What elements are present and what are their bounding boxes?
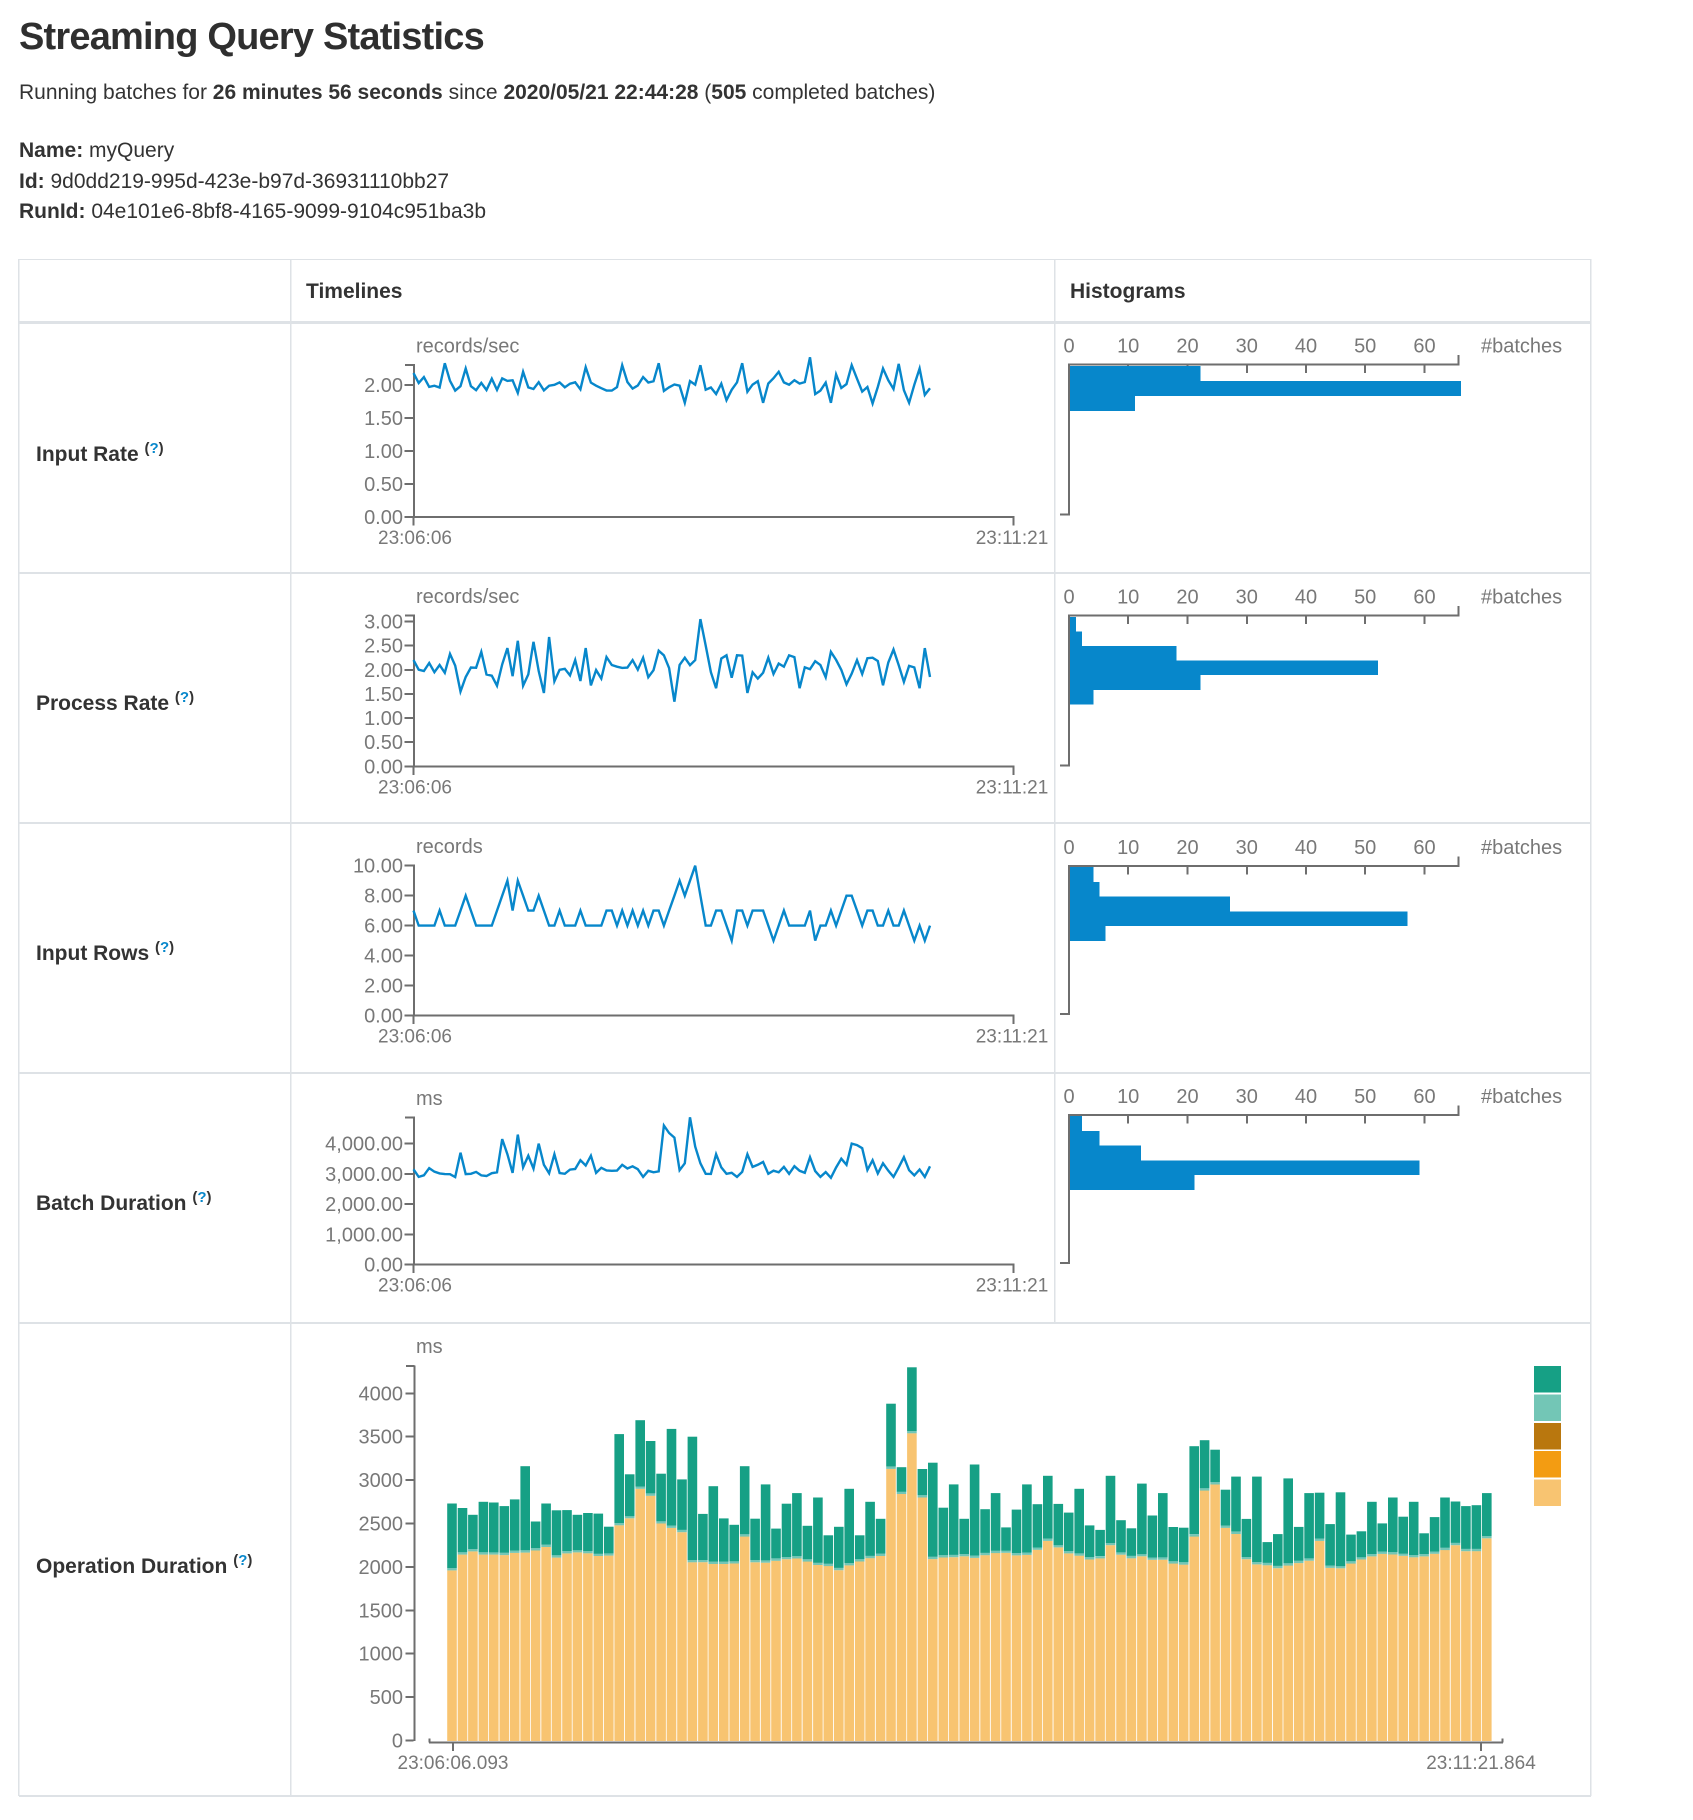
svg-text:4000: 4000 (359, 1383, 404, 1405)
svg-text:0.50: 0.50 (364, 732, 403, 754)
svg-text:2.00: 2.00 (364, 976, 403, 998)
svg-text:30: 30 (1236, 837, 1258, 859)
svg-text:#batches: #batches (1481, 837, 1562, 859)
svg-text:8.00: 8.00 (364, 886, 403, 908)
svg-text:20: 20 (1176, 587, 1198, 609)
svg-text:23:06:06: 23:06:06 (378, 528, 452, 549)
svg-text:0: 0 (1063, 587, 1074, 609)
svg-text:500: 500 (370, 1687, 403, 1709)
svg-text:30: 30 (1236, 587, 1258, 609)
svg-text:23:11:21: 23:11:21 (976, 1027, 1049, 1048)
svg-text:10: 10 (1117, 336, 1139, 358)
svg-text:20: 20 (1176, 1086, 1198, 1108)
svg-text:records/sec: records/sec (416, 586, 519, 608)
svg-text:#batches: #batches (1481, 336, 1562, 358)
svg-text:30: 30 (1236, 1086, 1258, 1108)
svg-text:40: 40 (1295, 1086, 1317, 1108)
svg-text:records: records (416, 836, 483, 858)
svg-text:0.00: 0.00 (364, 1255, 403, 1277)
svg-text:1000: 1000 (359, 1644, 404, 1666)
svg-text:10: 10 (1117, 837, 1139, 859)
svg-text:30: 30 (1236, 336, 1258, 358)
svg-text:3,000.00: 3,000.00 (325, 1164, 403, 1186)
svg-text:10.00: 10.00 (353, 856, 403, 878)
svg-text:4,000.00: 4,000.00 (325, 1134, 403, 1156)
svg-text:records/sec: records/sec (416, 336, 519, 358)
svg-text:20: 20 (1176, 336, 1198, 358)
svg-text:1.50: 1.50 (364, 408, 403, 430)
svg-text:0.00: 0.00 (364, 1006, 403, 1028)
svg-text:50: 50 (1354, 587, 1376, 609)
svg-text:2,000.00: 2,000.00 (325, 1194, 403, 1216)
svg-text:3500: 3500 (359, 1427, 404, 1449)
svg-text:40: 40 (1295, 587, 1317, 609)
svg-text:0.00: 0.00 (364, 507, 403, 529)
svg-text:60: 60 (1413, 1086, 1435, 1108)
svg-text:23:11:21: 23:11:21 (976, 1276, 1049, 1297)
svg-text:#batches: #batches (1481, 587, 1562, 609)
svg-text:ms: ms (416, 1336, 443, 1358)
svg-text:23:11:21.864: 23:11:21.864 (1426, 1753, 1536, 1774)
svg-text:10: 10 (1117, 1086, 1139, 1108)
svg-text:3.00: 3.00 (364, 612, 403, 634)
svg-text:4.00: 4.00 (364, 946, 403, 968)
svg-text:1.00: 1.00 (364, 441, 403, 463)
svg-text:2000: 2000 (359, 1557, 404, 1579)
svg-text:40: 40 (1295, 837, 1317, 859)
svg-text:3000: 3000 (359, 1470, 404, 1492)
svg-text:ms: ms (416, 1088, 443, 1110)
svg-text:2500: 2500 (359, 1514, 404, 1536)
svg-text:0: 0 (392, 1731, 403, 1753)
svg-text:6.00: 6.00 (364, 916, 403, 938)
svg-text:40: 40 (1295, 336, 1317, 358)
svg-text:60: 60 (1413, 336, 1435, 358)
svg-text:0: 0 (1063, 837, 1074, 859)
svg-text:2.00: 2.00 (364, 660, 403, 682)
svg-text:1,000.00: 1,000.00 (325, 1224, 403, 1246)
svg-text:20: 20 (1176, 837, 1198, 859)
svg-text:23:11:21: 23:11:21 (976, 777, 1049, 798)
svg-text:2.50: 2.50 (364, 636, 403, 658)
svg-text:23:11:21: 23:11:21 (976, 528, 1049, 549)
svg-text:1500: 1500 (359, 1600, 404, 1622)
svg-text:1.00: 1.00 (364, 708, 403, 730)
svg-text:#batches: #batches (1481, 1086, 1562, 1108)
svg-text:50: 50 (1354, 336, 1376, 358)
svg-text:50: 50 (1354, 837, 1376, 859)
svg-text:0: 0 (1063, 1086, 1074, 1108)
svg-text:23:06:06: 23:06:06 (378, 1276, 452, 1297)
svg-text:10: 10 (1117, 587, 1139, 609)
svg-text:60: 60 (1413, 837, 1435, 859)
svg-text:0.50: 0.50 (364, 474, 403, 496)
svg-text:60: 60 (1413, 587, 1435, 609)
svg-text:1.50: 1.50 (364, 684, 403, 706)
svg-text:50: 50 (1354, 1086, 1376, 1108)
svg-text:23:06:06: 23:06:06 (378, 1027, 452, 1048)
svg-text:23:06:06.093: 23:06:06.093 (398, 1753, 509, 1774)
svg-text:23:06:06: 23:06:06 (378, 777, 452, 798)
svg-text:2.00: 2.00 (364, 375, 403, 397)
svg-text:0.00: 0.00 (364, 756, 403, 778)
svg-text:0: 0 (1063, 336, 1074, 358)
